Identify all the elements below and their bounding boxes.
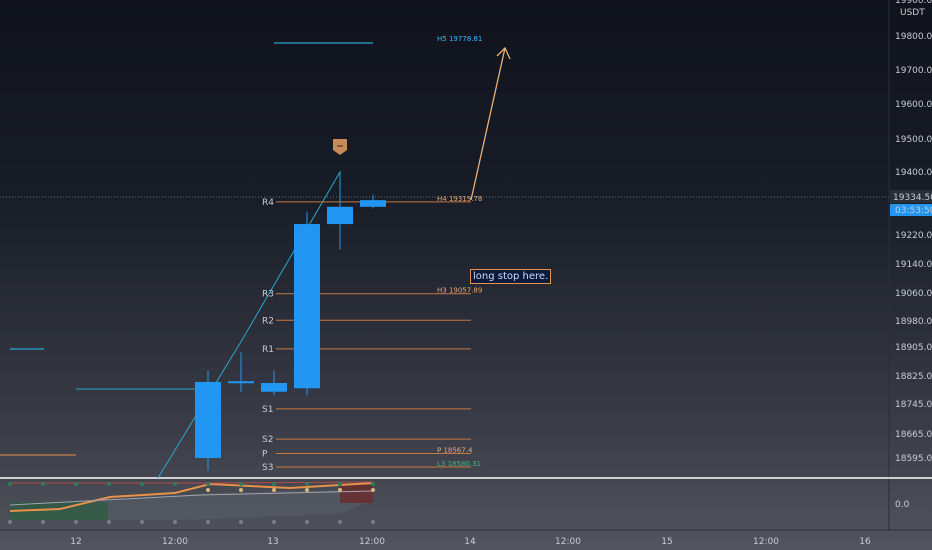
pivot-tag-p: P 18567.4 xyxy=(437,447,473,455)
pivot-label-r1: R1 xyxy=(262,345,274,355)
time-tick-label: 12:00 xyxy=(555,537,581,547)
price-unit-label: USDT xyxy=(900,8,925,18)
oscillator-red-zone xyxy=(340,485,373,503)
time-tick-label: 12:00 xyxy=(359,537,385,547)
oscillator-dot xyxy=(41,482,45,486)
candle-body xyxy=(261,383,287,392)
oscillator-dot xyxy=(338,520,342,524)
pivot-label-s2: S2 xyxy=(262,435,273,445)
price-tick-label: 19500.00 xyxy=(895,135,932,145)
oscillator-tick-label: 0.0 xyxy=(895,500,910,510)
oscillator-pane xyxy=(8,481,375,524)
oscillator-dot xyxy=(173,520,177,524)
oscillator-dot xyxy=(239,488,243,492)
pivot-label-r3: R3 xyxy=(262,290,274,300)
time-tick-label: 15 xyxy=(661,537,672,547)
oscillator-dot xyxy=(338,482,342,486)
pivot-label-s1: S1 xyxy=(262,405,273,415)
oscillator-dot xyxy=(305,482,309,486)
time-tick-label: 12:00 xyxy=(753,537,779,547)
time-tick-label: 12 xyxy=(70,537,81,547)
oscillator-dot xyxy=(140,482,144,486)
h5-tag: H5 19778.81 xyxy=(437,35,482,43)
oscillator-dot xyxy=(371,488,375,492)
time-tick-label: 14 xyxy=(464,537,476,547)
oscillator-dot xyxy=(272,520,276,524)
pivot-tag-r3: H3 19057.89 xyxy=(437,287,482,295)
oscillator-gray-line xyxy=(9,490,374,506)
candle-body xyxy=(327,206,353,225)
oscillator-dot xyxy=(206,520,210,524)
price-tick-label: 18595.00 xyxy=(895,454,932,464)
oscillator-dot xyxy=(371,520,375,524)
oscillator-dot xyxy=(239,520,243,524)
countdown-box xyxy=(890,204,932,216)
oscillator-dot xyxy=(206,482,210,486)
price-tick-label: 18745.00 xyxy=(895,400,932,410)
oscillator-dot xyxy=(173,482,177,486)
price-tick-label: 19140.00 xyxy=(895,260,932,270)
flag-marker-icon xyxy=(333,139,347,155)
oscillator-dot xyxy=(206,488,210,492)
oscillator-dot xyxy=(74,482,78,486)
oscillator-dot xyxy=(305,520,309,524)
oscillator-dot xyxy=(338,488,342,492)
countdown-label: 03:53:50 xyxy=(895,206,932,216)
oscillator-dot xyxy=(140,520,144,524)
oscillator-green-zone xyxy=(10,502,108,520)
oscillator-dot xyxy=(8,520,12,524)
oscillator-dot xyxy=(74,520,78,524)
price-tick-label: 18665.00 xyxy=(895,430,932,440)
oscillator-dot xyxy=(239,482,243,486)
price-tick-label: 18905.00 xyxy=(895,343,932,353)
oscillator-dot xyxy=(107,520,111,524)
price-tick-label: 19600.00 xyxy=(895,100,932,110)
candle-body xyxy=(195,381,221,458)
price-label-box xyxy=(890,190,932,203)
time-tick-label: 12:00 xyxy=(162,537,188,547)
time-tick-label: 16 xyxy=(859,537,871,547)
pivot-tag-s3: L3 18580.31 xyxy=(437,460,481,468)
price-tick-label: 19800.00 xyxy=(895,32,932,42)
pivot-tag-r4: H4 19319.78 xyxy=(437,195,482,203)
candle-body xyxy=(294,224,320,389)
pivot-label-r4: R4 xyxy=(262,198,274,208)
pivot-label-s3: S3 xyxy=(262,463,273,473)
price-tick-label: 19220.00 xyxy=(895,231,932,241)
pivot-label-p: P xyxy=(262,450,268,460)
oscillator-dot xyxy=(305,488,309,492)
oscillator-dot xyxy=(272,482,276,486)
price-tick-label: 19060.00 xyxy=(895,289,932,299)
projection-line xyxy=(470,47,506,201)
price-tick-label: 18980.00 xyxy=(895,317,932,327)
price-tick-label: 19700.00 xyxy=(895,66,932,76)
oscillator-red-line xyxy=(10,481,374,484)
oscillator-dot xyxy=(371,482,375,486)
candle-body xyxy=(228,381,254,384)
oscillator-orange-line xyxy=(9,482,374,512)
price-tick-label: 19400.00 xyxy=(895,168,932,178)
oscillator-dot xyxy=(8,482,12,486)
price-tick-label: 19900.00 xyxy=(895,0,932,6)
arrow-head-icon xyxy=(496,46,511,60)
price-tick-label: 18825.00 xyxy=(895,372,932,382)
annotation-note[interactable]: long stop here. xyxy=(470,269,552,284)
candle-body xyxy=(360,200,386,207)
price-label: 19334.50 xyxy=(893,193,932,203)
oscillator-dot xyxy=(41,520,45,524)
oscillator-dot xyxy=(272,488,276,492)
oscillator-dot xyxy=(107,482,111,486)
time-tick-label: 13 xyxy=(267,537,278,547)
pivot-label-r2: R2 xyxy=(262,316,274,326)
